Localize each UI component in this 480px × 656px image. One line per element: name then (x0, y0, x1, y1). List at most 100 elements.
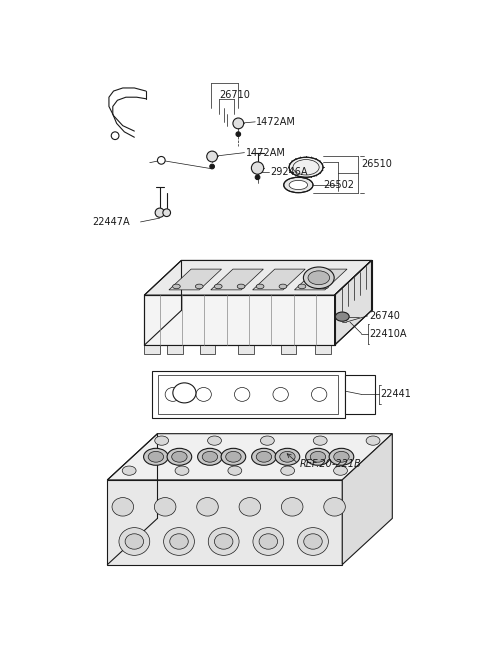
Ellipse shape (112, 498, 133, 516)
Polygon shape (169, 269, 222, 290)
Ellipse shape (237, 284, 245, 289)
Polygon shape (252, 269, 305, 290)
Ellipse shape (280, 451, 295, 462)
Polygon shape (108, 434, 392, 480)
Ellipse shape (175, 466, 189, 475)
Polygon shape (315, 345, 331, 354)
Text: 29246A: 29246A (271, 167, 308, 177)
Ellipse shape (155, 436, 168, 445)
Ellipse shape (148, 451, 164, 462)
Polygon shape (168, 345, 183, 354)
Polygon shape (200, 345, 215, 354)
Ellipse shape (336, 312, 349, 321)
Ellipse shape (298, 284, 306, 289)
Ellipse shape (233, 118, 244, 129)
Ellipse shape (284, 177, 313, 193)
Text: 26510: 26510 (361, 159, 392, 169)
Ellipse shape (273, 388, 288, 401)
Ellipse shape (324, 498, 345, 516)
Ellipse shape (281, 498, 303, 516)
Ellipse shape (281, 466, 295, 475)
Ellipse shape (289, 157, 323, 177)
Ellipse shape (170, 534, 188, 549)
Ellipse shape (163, 209, 170, 216)
Ellipse shape (334, 451, 349, 462)
Ellipse shape (196, 388, 211, 401)
Ellipse shape (208, 527, 239, 556)
Ellipse shape (289, 180, 308, 190)
Ellipse shape (304, 534, 322, 549)
Ellipse shape (155, 208, 164, 217)
Ellipse shape (256, 451, 272, 462)
Text: 1472AM: 1472AM (256, 117, 296, 127)
Text: 22447A: 22447A (92, 217, 130, 227)
Ellipse shape (155, 498, 176, 516)
Ellipse shape (197, 498, 218, 516)
Polygon shape (144, 295, 335, 345)
Ellipse shape (236, 132, 240, 136)
Polygon shape (152, 371, 345, 417)
Ellipse shape (366, 436, 380, 445)
Ellipse shape (334, 466, 348, 475)
Ellipse shape (303, 267, 334, 289)
Ellipse shape (259, 534, 277, 549)
Text: 1472AM: 1472AM (246, 148, 286, 157)
Ellipse shape (275, 448, 300, 465)
Polygon shape (294, 269, 347, 290)
Ellipse shape (207, 151, 217, 162)
Ellipse shape (255, 175, 260, 180)
Text: 22441: 22441 (381, 390, 412, 400)
Ellipse shape (228, 466, 242, 475)
Ellipse shape (321, 284, 329, 289)
Ellipse shape (210, 164, 215, 169)
Text: REF.20-221B: REF.20-221B (300, 459, 362, 470)
Ellipse shape (306, 448, 330, 465)
Ellipse shape (207, 436, 221, 445)
Ellipse shape (202, 451, 217, 462)
Ellipse shape (173, 383, 196, 403)
Ellipse shape (298, 527, 328, 556)
Ellipse shape (329, 448, 354, 465)
Ellipse shape (261, 436, 274, 445)
Polygon shape (108, 480, 342, 565)
Ellipse shape (164, 527, 194, 556)
Text: 22410A: 22410A (369, 329, 407, 338)
Ellipse shape (252, 162, 264, 174)
Ellipse shape (165, 388, 180, 401)
Ellipse shape (173, 284, 180, 289)
Ellipse shape (253, 527, 284, 556)
Ellipse shape (119, 527, 150, 556)
Ellipse shape (198, 448, 222, 465)
Polygon shape (345, 375, 375, 414)
Ellipse shape (239, 498, 261, 516)
Polygon shape (281, 345, 296, 354)
Polygon shape (238, 345, 254, 354)
Text: 26502: 26502 (323, 180, 354, 190)
Ellipse shape (195, 284, 203, 289)
Ellipse shape (256, 284, 264, 289)
Ellipse shape (167, 448, 192, 465)
Polygon shape (211, 269, 264, 290)
Polygon shape (144, 345, 160, 354)
Ellipse shape (215, 284, 222, 289)
Ellipse shape (144, 448, 168, 465)
Ellipse shape (221, 448, 246, 465)
Ellipse shape (252, 448, 276, 465)
Ellipse shape (226, 451, 241, 462)
Ellipse shape (125, 534, 144, 549)
Ellipse shape (279, 284, 287, 289)
Ellipse shape (122, 466, 136, 475)
Ellipse shape (172, 451, 187, 462)
Ellipse shape (313, 436, 327, 445)
Text: 26740: 26740 (369, 311, 400, 321)
Ellipse shape (215, 534, 233, 549)
Polygon shape (335, 260, 372, 345)
Polygon shape (342, 434, 392, 565)
Ellipse shape (312, 388, 327, 401)
Ellipse shape (111, 132, 119, 140)
Ellipse shape (157, 157, 165, 164)
Ellipse shape (234, 388, 250, 401)
Ellipse shape (308, 271, 330, 285)
Ellipse shape (310, 451, 325, 462)
Polygon shape (144, 260, 372, 295)
